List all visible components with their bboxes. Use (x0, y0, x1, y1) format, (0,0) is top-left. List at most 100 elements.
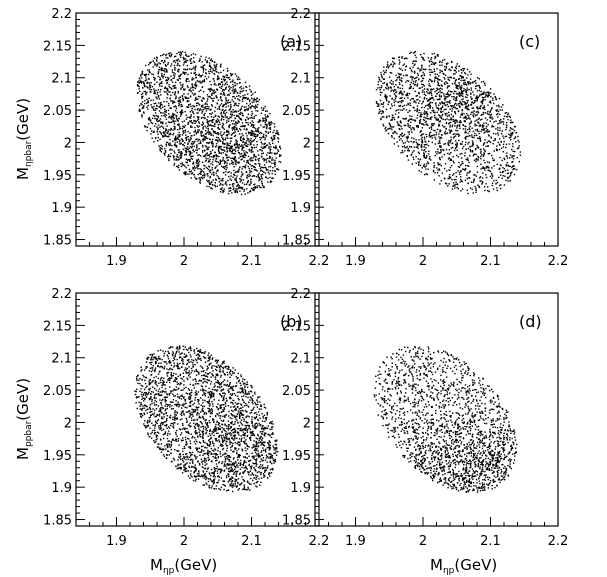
scatter-point (224, 139, 227, 141)
scatter-point (401, 96, 403, 99)
scatter-point (156, 81, 158, 83)
scatter-point (470, 113, 472, 115)
scatter-point (247, 117, 249, 120)
scatter-point (229, 149, 231, 152)
y-tick-label: 2 (64, 416, 72, 431)
scatter-point (419, 120, 421, 122)
scatter-point (515, 141, 517, 143)
scatter-point (425, 168, 427, 170)
scatter-point (481, 154, 483, 156)
scatter-point (461, 94, 463, 97)
scatter-point (481, 114, 483, 116)
scatter-point (199, 140, 202, 142)
scatter-point (223, 92, 225, 94)
scatter-point (242, 95, 244, 97)
scatter-point (222, 108, 224, 111)
scatter-point (220, 96, 222, 98)
scatter-point (195, 133, 197, 135)
scatter-point (513, 137, 515, 140)
scatter-point (148, 71, 150, 73)
scatter-point (432, 71, 434, 73)
scatter-point (379, 87, 381, 89)
scatter-point (401, 56, 403, 58)
scatter-point (450, 105, 453, 108)
scatter-point (222, 141, 224, 143)
scatter-point (441, 85, 443, 87)
scatter-point (220, 66, 222, 68)
scatter-point (474, 174, 476, 176)
scatter-point (207, 137, 209, 140)
scatter-point (454, 73, 456, 75)
scatter-point (198, 116, 200, 118)
scatter-point (391, 57, 394, 59)
scatter-point (416, 99, 418, 101)
scatter-point (219, 97, 222, 99)
scatter-point (447, 152, 449, 155)
scatter-point (380, 112, 382, 115)
scatter-point (188, 347, 190, 350)
scatter-point (475, 119, 478, 121)
scatter-point (508, 115, 511, 117)
scatter-point (465, 138, 467, 140)
scatter-point (169, 52, 172, 54)
scatter-point (217, 120, 219, 123)
scatter-point (196, 166, 198, 169)
scatter-point (201, 116, 203, 119)
scatter-point (486, 141, 488, 144)
scatter-point (452, 185, 454, 187)
scatter-point (427, 153, 430, 155)
scatter-point (222, 105, 225, 107)
scatter-point (483, 105, 485, 107)
scatter-point (429, 104, 431, 106)
scatter-point (384, 128, 386, 130)
scatter-point (441, 102, 444, 105)
scatter-point (245, 119, 247, 122)
scatter-point (398, 139, 401, 141)
scatter-point (237, 121, 239, 123)
scatter-point (197, 163, 199, 165)
scatter-point (475, 134, 478, 136)
scatter-point (509, 121, 512, 124)
scatter-point (253, 175, 256, 177)
scatter-point (513, 168, 515, 170)
scatter-point (237, 144, 239, 146)
scatter-point (272, 142, 274, 145)
scatter-point (468, 71, 471, 73)
scatter-point (180, 155, 183, 157)
scatter-point (193, 141, 195, 143)
scatter-point (473, 180, 475, 182)
scatter-point (240, 140, 243, 142)
scatter-point (250, 114, 253, 117)
scatter-point (224, 84, 226, 86)
scatter-point (451, 66, 453, 69)
scatter-point (210, 84, 212, 86)
scatter-point (412, 141, 414, 144)
scatter-point (221, 114, 223, 116)
scatter-point (256, 130, 258, 132)
scatter-point (206, 120, 209, 122)
scatter-point (448, 144, 450, 147)
scatter-point (396, 141, 398, 143)
scatter-point (417, 67, 419, 70)
scatter-point (423, 93, 426, 95)
scatter-point (226, 144, 228, 146)
scatter-point (206, 60, 208, 62)
scatter-point (179, 99, 181, 101)
scatter-point (178, 118, 180, 120)
scatter-point (412, 87, 414, 90)
scatter-point (450, 69, 452, 72)
scatter-point (230, 106, 232, 109)
scatter-point (481, 100, 484, 103)
scatter-point (178, 51, 180, 53)
scatter-point (473, 94, 475, 96)
scatter-point (423, 152, 425, 154)
scatter-point (427, 168, 429, 170)
scatter-point (401, 100, 403, 102)
scatter-point (223, 128, 225, 130)
scatter-point (427, 161, 429, 163)
scatter-point (481, 183, 483, 185)
scatter-point (165, 129, 167, 132)
scatter-point (256, 186, 259, 189)
scatter-point (279, 155, 281, 158)
scatter-point (177, 100, 179, 102)
